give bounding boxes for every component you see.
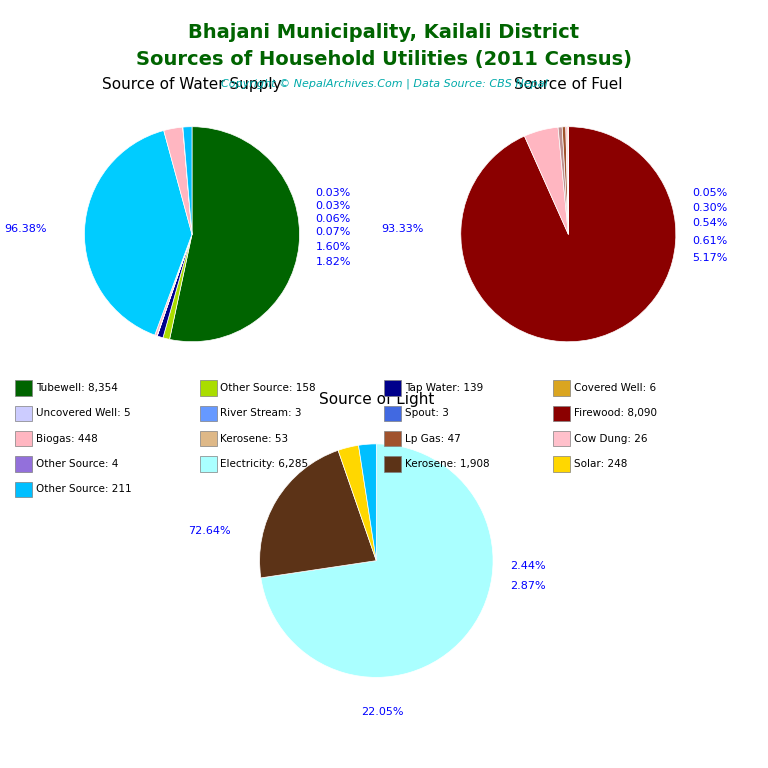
Text: River Stream: 3: River Stream: 3 — [220, 408, 302, 419]
Text: Cow Dung: 26: Cow Dung: 26 — [574, 433, 647, 444]
Wedge shape — [170, 127, 300, 342]
Title: Source of Light: Source of Light — [319, 392, 434, 406]
Text: 0.06%: 0.06% — [316, 214, 351, 224]
Wedge shape — [558, 127, 568, 234]
Text: 0.03%: 0.03% — [316, 201, 351, 211]
Wedge shape — [525, 127, 568, 234]
Text: Biogas: 448: Biogas: 448 — [36, 433, 98, 444]
Text: 72.64%: 72.64% — [187, 526, 230, 537]
Text: Solar: 248: Solar: 248 — [574, 458, 627, 469]
Text: 0.54%: 0.54% — [692, 218, 727, 229]
Wedge shape — [163, 234, 192, 339]
Text: Sources of Household Utilities (2011 Census): Sources of Household Utilities (2011 Cen… — [136, 50, 632, 69]
Text: 0.03%: 0.03% — [316, 188, 351, 198]
Wedge shape — [183, 127, 192, 234]
Wedge shape — [157, 234, 192, 338]
Wedge shape — [260, 450, 376, 578]
Wedge shape — [359, 444, 376, 561]
Text: Uncovered Well: 5: Uncovered Well: 5 — [36, 408, 131, 419]
Text: 96.38%: 96.38% — [5, 223, 47, 234]
Text: Other Source: 211: Other Source: 211 — [36, 484, 132, 495]
Text: Lp Gas: 47: Lp Gas: 47 — [405, 433, 461, 444]
Text: Firewood: 8,090: Firewood: 8,090 — [574, 408, 657, 419]
Title: Source of Fuel: Source of Fuel — [514, 77, 623, 91]
Wedge shape — [157, 234, 192, 336]
Text: 2.44%: 2.44% — [511, 561, 546, 571]
Wedge shape — [338, 445, 376, 561]
Wedge shape — [164, 127, 192, 234]
Text: Kerosene: 53: Kerosene: 53 — [220, 433, 289, 444]
Wedge shape — [562, 127, 568, 234]
Wedge shape — [261, 444, 493, 677]
Text: Other Source: 4: Other Source: 4 — [36, 458, 118, 469]
Text: Bhajani Municipality, Kailali District: Bhajani Municipality, Kailali District — [188, 23, 580, 42]
Text: Electricity: 6,285: Electricity: 6,285 — [220, 458, 309, 469]
Text: 2.87%: 2.87% — [511, 581, 546, 591]
Text: Tubewell: 8,354: Tubewell: 8,354 — [36, 382, 118, 393]
Wedge shape — [566, 127, 568, 234]
Title: Source of Water Supply: Source of Water Supply — [102, 77, 282, 91]
Text: 22.05%: 22.05% — [361, 707, 403, 717]
Wedge shape — [157, 234, 192, 336]
Text: 0.30%: 0.30% — [692, 204, 727, 214]
Text: 1.82%: 1.82% — [316, 257, 351, 267]
Wedge shape — [84, 131, 192, 335]
Text: Kerosene: 1,908: Kerosene: 1,908 — [405, 458, 489, 469]
Wedge shape — [183, 127, 192, 234]
Text: 93.33%: 93.33% — [381, 223, 423, 234]
Text: Other Source: 158: Other Source: 158 — [220, 382, 316, 393]
Text: 1.60%: 1.60% — [316, 242, 351, 252]
Text: 0.07%: 0.07% — [316, 227, 351, 237]
Wedge shape — [154, 234, 192, 336]
Text: Covered Well: 6: Covered Well: 6 — [574, 382, 656, 393]
Text: Spout: 3: Spout: 3 — [405, 408, 449, 419]
Text: Tap Water: 139: Tap Water: 139 — [405, 382, 483, 393]
Text: 0.61%: 0.61% — [692, 236, 727, 246]
Text: 5.17%: 5.17% — [692, 253, 727, 263]
Wedge shape — [461, 127, 676, 342]
Text: Copyright © NepalArchives.Com | Data Source: CBS Nepal: Copyright © NepalArchives.Com | Data Sou… — [220, 78, 548, 89]
Text: 0.05%: 0.05% — [692, 188, 727, 198]
